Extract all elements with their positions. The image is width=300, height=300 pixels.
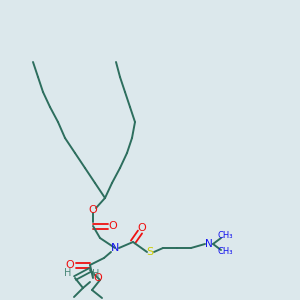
Text: O: O: [138, 223, 146, 233]
Text: O: O: [94, 273, 102, 283]
Text: O: O: [109, 221, 117, 231]
Text: H: H: [92, 269, 100, 279]
Text: CH₃: CH₃: [217, 232, 233, 241]
Text: O: O: [88, 205, 98, 215]
Text: N: N: [111, 243, 119, 253]
Text: S: S: [146, 247, 154, 257]
Text: CH₃: CH₃: [217, 248, 233, 256]
Text: N: N: [205, 239, 213, 249]
Text: H: H: [64, 268, 72, 278]
Text: O: O: [66, 260, 74, 270]
